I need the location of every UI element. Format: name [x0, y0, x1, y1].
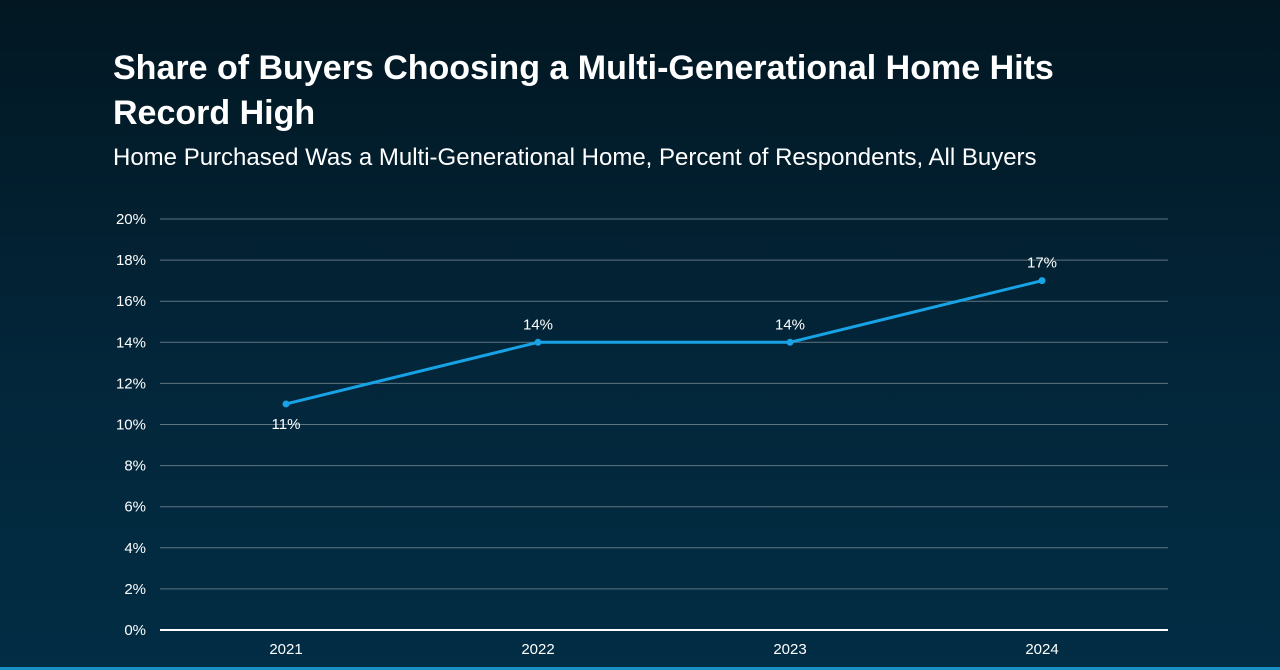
- x-tick-label: 2022: [521, 641, 554, 658]
- chart-title: Share of Buyers Choosing a Multi-Generat…: [113, 49, 1054, 132]
- data-point: [534, 338, 542, 346]
- y-tick-label: 12%: [116, 375, 146, 392]
- data-label: 14%: [775, 316, 805, 333]
- data-point: [1038, 277, 1046, 285]
- y-tick-label: 20%: [116, 211, 146, 228]
- data-label: 14%: [523, 316, 553, 333]
- y-tick-label: 18%: [116, 252, 146, 269]
- series-line: [282, 277, 1046, 408]
- data-label: 17%: [1027, 255, 1057, 272]
- gridlines: [160, 218, 1168, 590]
- y-tick-label: 2%: [124, 581, 146, 598]
- data-point: [282, 400, 290, 408]
- y-axis-ticks: 0% 2% 4% 6% 8% 10% 12% 14% 16% 18% 20%: [116, 211, 146, 639]
- series-line-path: [285, 279, 1043, 406]
- x-axis: 2021 2022 2023 2024: [160, 629, 1168, 658]
- y-tick-label: 16%: [116, 293, 146, 310]
- y-tick-label: 6%: [124, 499, 146, 516]
- y-tick-label: 10%: [116, 417, 146, 434]
- data-label: 11%: [272, 416, 301, 433]
- y-tick-label: 4%: [124, 540, 146, 557]
- data-labels: 11% 14% 14% 17%: [272, 255, 1057, 433]
- bottom-accent-rule: [0, 667, 1280, 670]
- y-tick-label: 0%: [124, 622, 146, 639]
- chart-subtitle: Home Purchased Was a Multi-Generational …: [113, 144, 1037, 171]
- x-tick-label: 2023: [773, 641, 806, 658]
- data-point: [786, 338, 794, 346]
- y-tick-label: 14%: [116, 334, 146, 351]
- x-tick-label: 2024: [1025, 641, 1058, 658]
- x-tick-label: 2021: [269, 641, 302, 658]
- y-tick-label: 8%: [124, 458, 146, 475]
